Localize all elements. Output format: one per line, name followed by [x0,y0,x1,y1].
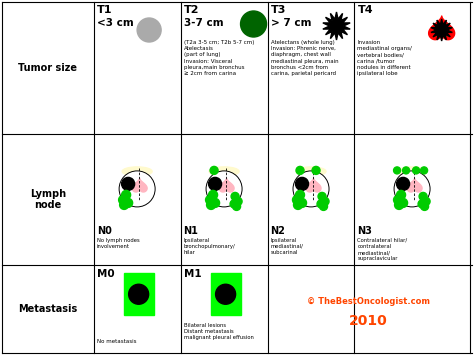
Ellipse shape [293,171,329,207]
Circle shape [118,195,128,204]
Circle shape [119,201,128,209]
Text: Bilateral lesions
Distant metastasis
malignant pleural effusion: Bilateral lesions Distant metastasis mal… [183,323,254,340]
Text: © TheBestOncologist.com: © TheBestOncologist.com [307,297,430,306]
Text: N2: N2 [271,226,285,236]
Ellipse shape [296,167,326,176]
Text: T1: T1 [97,5,112,15]
Text: <3 cm: <3 cm [97,18,133,28]
Ellipse shape [122,167,152,176]
Polygon shape [428,16,455,40]
Circle shape [412,167,419,174]
Text: Tumor size: Tumor size [18,63,77,73]
Polygon shape [306,179,321,192]
Circle shape [319,202,328,211]
Text: 2010: 2010 [349,314,388,328]
Ellipse shape [206,171,242,207]
Polygon shape [431,19,452,41]
Text: Ipsilateral
mediastinal/
subcarinal: Ipsilateral mediastinal/ subcarinal [271,238,303,255]
Ellipse shape [397,167,427,176]
Text: Ipsilateral
bronchopulmonary/
hilar: Ipsilateral bronchopulmonary/ hilar [183,238,236,255]
Circle shape [210,198,219,207]
Polygon shape [219,179,234,192]
Circle shape [210,166,218,174]
Circle shape [293,201,302,209]
Circle shape [231,192,239,201]
Text: N0: N0 [97,226,111,236]
Text: (T2a 3-5 cm; T2b 5-7 cm)
Atelectasis
(part of lung)
Invasion: Visceral
pleura,ma: (T2a 3-5 cm; T2b 5-7 cm) Atelectasis (pa… [183,40,254,76]
Circle shape [230,200,238,208]
Circle shape [209,190,218,200]
Circle shape [422,197,430,206]
Text: T2: T2 [183,5,199,15]
Circle shape [209,178,221,190]
Circle shape [292,195,301,204]
Circle shape [206,195,215,204]
Circle shape [317,200,325,208]
Text: Metastasis: Metastasis [18,304,77,314]
Text: Contralateral hilar/
contralateral
mediastinal/
supraclavicular: Contralateral hilar/ contralateral media… [357,238,408,261]
Circle shape [295,190,304,200]
Circle shape [240,11,266,37]
Polygon shape [407,179,422,192]
Text: M0: M0 [97,269,114,279]
Circle shape [394,201,403,209]
Circle shape [207,201,216,209]
Text: N1: N1 [183,226,199,236]
Circle shape [234,197,242,206]
Circle shape [418,200,426,208]
Circle shape [233,202,241,211]
Text: No lymph nodes
involvement: No lymph nodes involvement [97,238,139,249]
Circle shape [216,284,236,304]
Text: 3-7 cm: 3-7 cm [183,18,223,28]
Text: Lymph
node: Lymph node [30,189,66,210]
Text: Invasion
mediastinal organs/
vertebral bodies/
carina /tumor
nodules in differen: Invasion mediastinal organs/ vertebral b… [357,40,412,76]
Circle shape [419,192,427,201]
Polygon shape [323,12,350,40]
Text: N3: N3 [357,226,373,236]
Circle shape [128,284,149,304]
Circle shape [318,192,326,201]
Text: M1: M1 [183,269,201,279]
Circle shape [399,198,408,207]
Text: No metastasis: No metastasis [97,339,136,344]
Text: > 7 cm: > 7 cm [271,18,311,28]
Text: Atelectans (whole lung)
Invasion: Phrenic nerve,
diaphragm, chest wall
mediastin: Atelectans (whole lung) Invasion: Phreni… [271,40,338,76]
Bar [210,273,241,315]
Ellipse shape [394,171,430,207]
Circle shape [397,178,410,190]
Circle shape [298,198,307,207]
Ellipse shape [209,167,239,176]
Text: T4: T4 [357,5,373,15]
Circle shape [137,18,161,42]
Bar [124,273,154,315]
Circle shape [124,198,133,207]
Ellipse shape [119,171,155,207]
Circle shape [312,166,320,174]
Circle shape [122,178,135,190]
Circle shape [393,195,402,204]
Circle shape [420,202,428,211]
Circle shape [402,167,410,174]
Circle shape [397,190,406,200]
Circle shape [420,167,428,174]
Polygon shape [132,179,147,192]
Circle shape [321,197,329,206]
Circle shape [393,167,401,174]
Text: T3: T3 [271,5,286,15]
Circle shape [296,166,304,174]
Circle shape [295,178,309,190]
Circle shape [122,190,131,200]
